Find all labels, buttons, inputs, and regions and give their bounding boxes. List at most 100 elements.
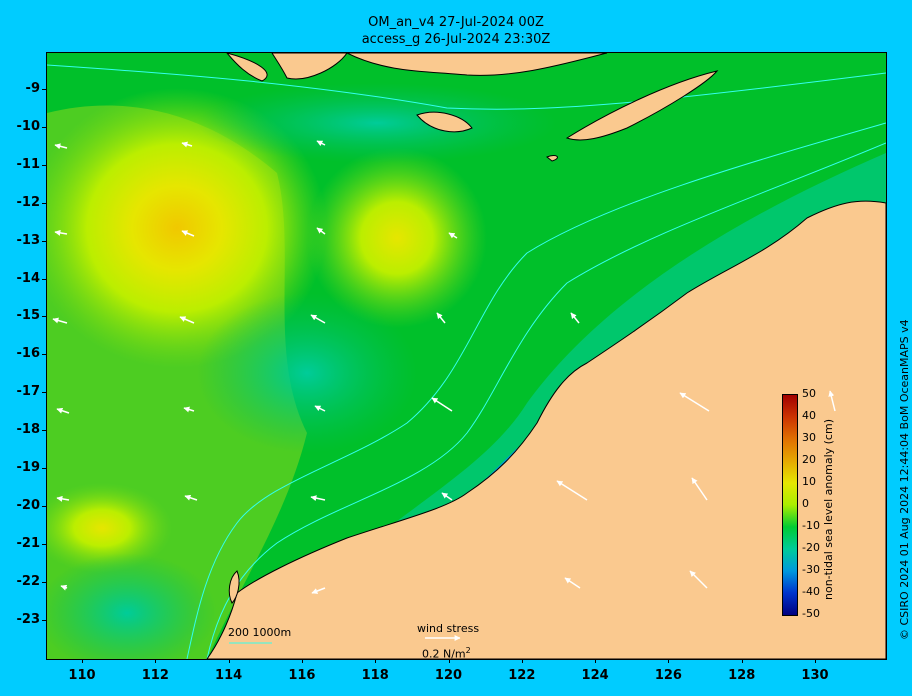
high-anomaly-west — [47, 88, 327, 368]
rote-island — [546, 155, 558, 162]
y-tick-label: -11 — [16, 156, 41, 172]
wind-arrow — [828, 390, 836, 412]
sumba-island — [416, 111, 473, 133]
colorbar-tick-label: -50 — [802, 607, 820, 620]
wind-arrow — [314, 405, 326, 412]
wind-arrow — [556, 480, 588, 501]
wind-stress-scale-exponent: 2 — [465, 646, 471, 655]
wind-arrow — [436, 312, 446, 324]
colorbar-tick-label: -20 — [802, 541, 820, 554]
wind-arrow — [54, 229, 68, 236]
colorbar-tick-label: 20 — [802, 453, 816, 466]
wind-arrow — [181, 230, 195, 237]
x-tick-label: 122 — [508, 668, 536, 683]
x-tick-label: 118 — [361, 668, 389, 683]
map-canvas — [47, 53, 886, 659]
y-tick-mark — [42, 619, 46, 621]
wind-arrow — [448, 232, 458, 239]
y-tick-mark — [42, 581, 46, 583]
x-tick-mark — [595, 659, 597, 663]
colorbar-tick-label: 30 — [802, 431, 816, 444]
y-tick-label: -21 — [16, 535, 41, 551]
y-tick-label: -19 — [16, 460, 41, 475]
credit-text: © CSIRO 2024 01 Aug 2024 12:44:04 BoM Oc… — [898, 319, 911, 640]
colorbar-tick-label: 40 — [802, 409, 816, 422]
wind-arrow — [52, 317, 68, 324]
wind-arrow — [56, 407, 70, 414]
y-tick-mark — [42, 354, 46, 356]
high-anomaly-southwest — [47, 483, 172, 573]
wind-arrow — [679, 392, 710, 412]
wind-stress-arrows — [52, 140, 836, 594]
y-tick-mark — [42, 543, 46, 545]
colorbar-tick-label: -30 — [802, 563, 820, 576]
y-tick-mark — [42, 89, 46, 90]
x-tick-label: 120 — [434, 668, 463, 683]
colorbar — [782, 394, 798, 616]
y-tick-label: -15 — [16, 308, 41, 324]
x-tick-label: 128 — [728, 668, 756, 683]
x-tick-mark — [741, 659, 743, 663]
x-tick-label: 112 — [141, 668, 169, 683]
wind-stress-label: wind stress — [417, 622, 480, 635]
australia-landmass — [206, 200, 886, 659]
wind-arrow — [564, 577, 581, 589]
x-tick-mark — [375, 659, 377, 663]
y-tick-mark — [42, 126, 46, 128]
isobath-legend: 200 1000m — [228, 626, 292, 639]
y-tick-label: -20 — [16, 497, 41, 513]
dampier-coast-feature — [228, 570, 240, 604]
y-tick-mark — [42, 505, 46, 507]
wind-arrow — [60, 584, 68, 591]
x-tick-mark — [82, 659, 83, 663]
x-tick-mark — [155, 659, 157, 663]
x-tick-mark — [228, 659, 230, 663]
x-tick-label: 124 — [581, 668, 609, 683]
wind-arrow — [310, 314, 326, 324]
x-tick-label: 114 — [215, 668, 243, 683]
java-islands — [226, 53, 608, 82]
y-tick-mark — [42, 430, 46, 432]
map-title: OM_an_v4 27-Jul-2024 00Z — [368, 15, 544, 30]
y-tick-mark — [42, 164, 46, 166]
sea-level-map — [46, 52, 887, 660]
wind-arrow — [689, 570, 708, 589]
y-tick-label: -22 — [16, 573, 41, 589]
y-tick-label: -13 — [16, 232, 41, 248]
x-tick-mark — [668, 659, 670, 663]
wind-stress-scale: 0.2 N/m2 — [422, 646, 471, 661]
y-tick-mark — [42, 278, 46, 280]
x-tick-mark — [301, 659, 303, 663]
wind-arrow — [310, 495, 326, 502]
y-tick-label: -10 — [16, 118, 41, 134]
y-tick-mark — [42, 240, 46, 242]
x-tick-label: 110 — [68, 668, 96, 683]
negative-anomaly-mid — [197, 293, 417, 453]
wind-arrow — [311, 587, 326, 594]
x-tick-label: 116 — [288, 668, 316, 683]
colorbar-label: non-tidal sea level anomaly (cm) — [822, 419, 835, 600]
wind-arrow — [54, 143, 68, 150]
colorbar-tick-label: -10 — [802, 519, 820, 532]
map-subtitle: access_g 26-Jul-2024 23:30Z — [361, 32, 551, 47]
x-tick-mark — [448, 659, 450, 663]
isobath-north — [47, 64, 886, 110]
wind-arrow — [570, 312, 580, 324]
colorbar-tick-label: 0 — [802, 497, 809, 510]
wind-arrow — [183, 406, 195, 413]
y-tick-label: -17 — [16, 384, 41, 400]
y-tick-label: -18 — [16, 422, 41, 438]
wind-arrow — [316, 140, 326, 147]
wind-arrow — [56, 495, 70, 502]
y-tick-label: -12 — [16, 194, 41, 210]
colorbar-tick-label: -40 — [802, 585, 820, 598]
x-tick-label: 130 — [801, 668, 829, 683]
negative-anomaly-southwest — [47, 553, 217, 659]
wind-arrow — [691, 477, 708, 501]
y-tick-mark — [42, 202, 46, 204]
y-tick-mark — [42, 392, 46, 394]
high-anomaly-central — [307, 148, 487, 328]
x-tick-mark — [521, 659, 523, 663]
wind-arrow — [179, 316, 195, 324]
wind-arrow — [184, 494, 198, 501]
